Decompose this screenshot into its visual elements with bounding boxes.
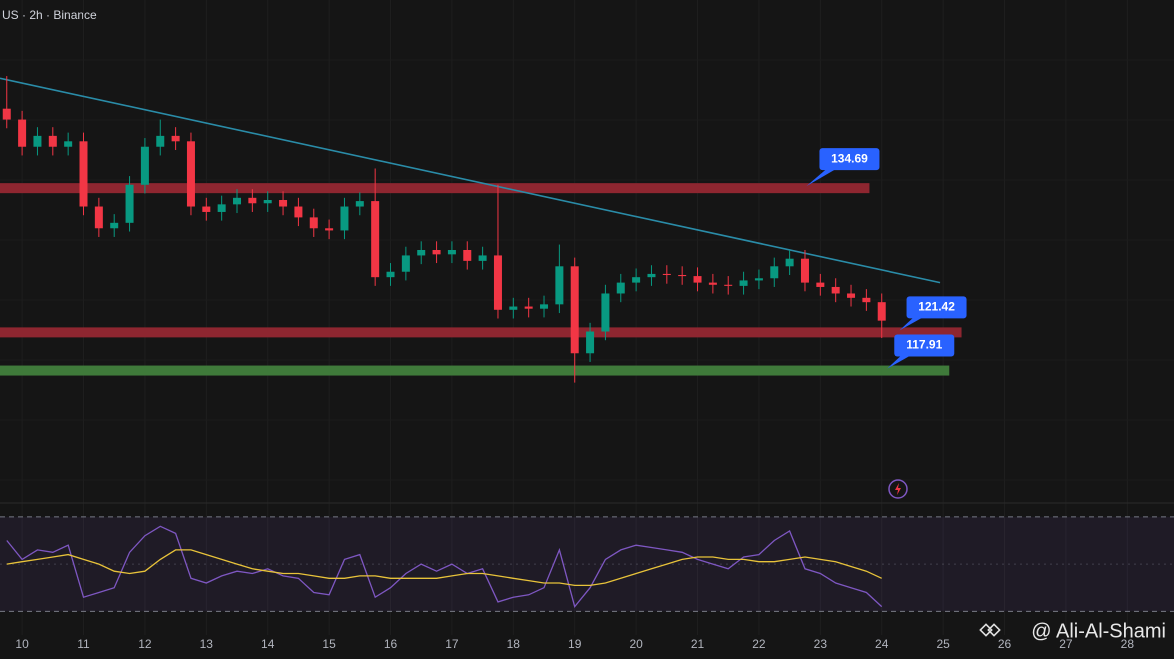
candle-body [447,250,456,255]
candle-body [125,184,134,223]
candle-body [616,282,625,294]
price-label-pointer [899,316,925,331]
x-tick-label: 11 [77,637,90,651]
candle-body [202,206,211,212]
candle-body [463,250,472,261]
candle-body [570,266,579,354]
x-tick-label: 23 [814,637,828,651]
x-tick-label: 27 [1059,637,1073,651]
candle-body [678,275,687,277]
x-tick-label: 17 [445,637,459,651]
x-tick-label: 13 [200,637,214,651]
candle-body [586,331,595,354]
candle-body [555,266,564,305]
candle-body [294,206,303,218]
candle-body [94,206,103,229]
x-tick-label: 18 [507,637,521,651]
candle-body [632,277,641,283]
x-tick-label: 26 [998,637,1012,651]
candle-body [724,284,733,286]
candle-body [263,200,272,204]
candle-body [509,306,518,310]
candle-body [524,306,533,309]
candle-body [708,282,717,285]
candle-body [816,282,825,287]
candle-body [233,197,242,205]
x-tick-label: 16 [384,637,398,651]
candle-body [340,206,349,231]
candle-body [64,141,73,147]
level-zone [0,365,950,376]
x-tick-label: 21 [691,637,705,651]
candle-body [417,250,426,256]
candle-body [800,258,809,283]
price-label-pointer [887,354,913,369]
price-label: 121.42 [918,300,955,314]
x-tick-label: 19 [568,637,582,651]
x-tick-label: 25 [936,637,950,651]
candle-body [601,293,610,332]
x-tick-label: 24 [875,637,889,651]
x-tick-label: 12 [138,637,152,651]
price-label-box [894,334,955,357]
x-tick-label: 14 [261,637,275,651]
watermark: @ Ali-Al-Shami [1031,620,1166,642]
candle-body [156,135,165,147]
x-tick-label: 10 [15,637,29,651]
candle-body [478,255,487,261]
candle-body [171,135,180,142]
x-tick-label: 15 [322,637,336,651]
candle-body [217,204,226,212]
candle-body [110,222,119,229]
price-label-box [906,296,967,319]
candle-body [386,271,395,278]
price-label: 134.69 [831,151,868,165]
candle-body [770,266,779,279]
candle-body [79,141,88,207]
candle-body [18,119,27,147]
x-tick-label: 20 [629,637,643,651]
candle-body [540,304,549,309]
price-label-pointer [806,168,838,187]
candle-body [355,201,364,207]
candle-body [662,273,671,275]
price-label-box [819,148,880,171]
candle-body [647,273,656,278]
candle-body [754,278,763,281]
x-tick-label: 22 [752,637,766,651]
candle-body [186,141,195,207]
candle-body [432,250,441,255]
candle-body [325,228,334,231]
x-tick-label: 28 [1121,637,1135,651]
alert-icon[interactable] [888,479,908,499]
rsi-line [6,525,883,608]
watermark-logo [979,623,1001,637]
level-zone [0,183,870,194]
candle-body [2,108,11,120]
candle-body [248,197,257,204]
candle-body [877,302,886,321]
candle-body [862,297,871,303]
level-zone [0,327,962,338]
rsi-ma-line [6,549,882,587]
rsi-band-fill [0,516,1174,612]
candle-body [140,146,149,185]
candle-body [309,217,318,229]
price-label: 117.91 [906,338,942,352]
candle-body [279,200,288,207]
candle-body [831,286,840,294]
candle-body [493,255,502,310]
chart-header: US · 2h · Binance [2,8,97,22]
candle-body [785,258,794,267]
candle-body [693,276,702,283]
candle-body [371,201,380,278]
candle-body [33,135,42,147]
candle-body [847,293,856,298]
trendline [0,77,941,284]
candle-body [48,135,57,147]
candle-body [401,255,410,272]
candle-body [739,280,748,286]
